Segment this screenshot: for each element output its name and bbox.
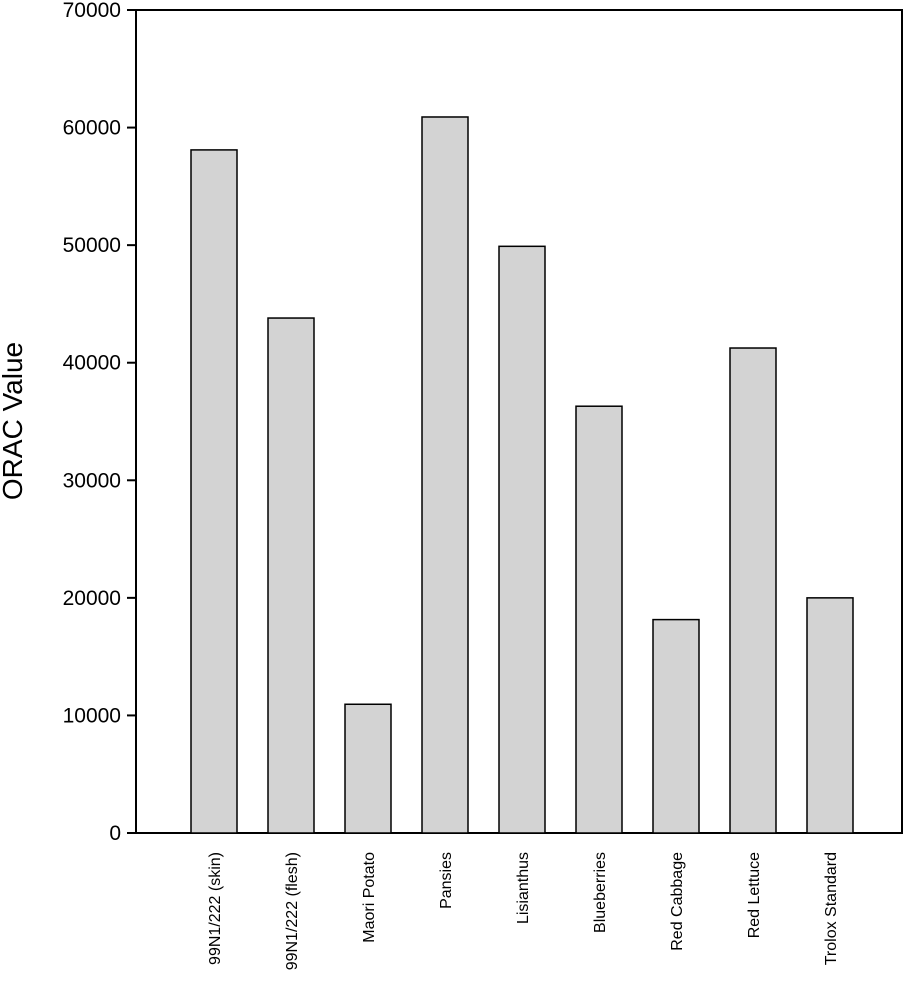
x-category-label: Blueberries [592, 852, 609, 933]
x-category-label: Pansies [438, 852, 455, 909]
y-axis-title: ORAC Value [0, 342, 28, 500]
bar [729, 347, 777, 834]
bar [190, 149, 238, 834]
y-tick-label: 50000 [63, 234, 121, 257]
x-axis-labels: 99N1/222 (skin) 99N1/222 (flesh) Maori Pot… [207, 852, 840, 970]
bar [652, 618, 700, 834]
x-category-label: Trolox Standard [823, 852, 840, 965]
bar [498, 245, 546, 834]
x-category-label: Maori Potato [361, 852, 378, 943]
y-tick-label: 0 [109, 822, 121, 845]
y-tick-label: 30000 [63, 469, 121, 492]
x-category-label: 99N1/222 (skin) [207, 852, 224, 965]
x-category-label: Red Cabbage [669, 852, 686, 951]
bar [421, 116, 469, 834]
bar [267, 317, 315, 834]
x-category-label: 99N1/222 (flesh) [284, 852, 301, 970]
y-tick-label: 20000 [63, 587, 121, 610]
bar [575, 405, 623, 834]
y-tick-label: 60000 [63, 117, 121, 140]
y-tick-label: 10000 [63, 704, 121, 727]
x-category-label: Red Lettuce [746, 852, 763, 938]
bars [190, 116, 854, 834]
x-category-label: Lisianthus [515, 852, 532, 924]
bar [344, 703, 392, 834]
y-tick-label: 40000 [63, 352, 121, 375]
y-axis: 0 10000 20000 30000 40000 50000 60000 70000 [63, 0, 136, 845]
y-tick-label: 70000 [63, 0, 121, 22]
bar [806, 597, 854, 834]
